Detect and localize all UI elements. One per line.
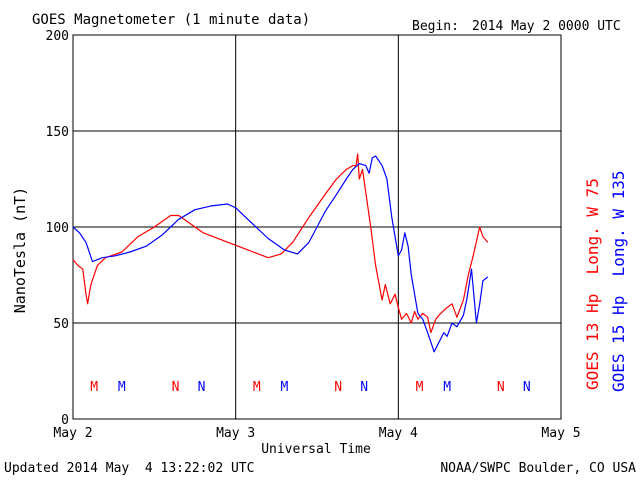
begin-label: Begin: [412, 19, 459, 34]
event-marker: N [172, 380, 180, 395]
event-marker: N [497, 380, 505, 395]
event-marker: M [443, 380, 451, 395]
y-tick-label: 150 [46, 125, 69, 140]
x-tick-label: May 5 [541, 426, 580, 441]
begin-value: 2014 May 2 0000 UTC [472, 19, 621, 34]
x-axis-ticks: May 2 May 3 May 4 May 5 [53, 426, 580, 441]
event-marker: N [523, 380, 531, 395]
legend-goes13: GOES 13 Hp Long. W 75 [583, 178, 602, 390]
y-axis-label: NanoTesla (nT) [11, 187, 29, 313]
x-axis-label: Universal Time [261, 442, 371, 457]
series-line-goes15 [72, 155, 489, 353]
event-marker: N [334, 380, 342, 395]
chart-title: GOES Magnetometer (1 minute data) [32, 12, 310, 28]
legend-goes15: GOES 15 Hp Long. W 135 [609, 170, 628, 392]
y-tick-label: 200 [46, 29, 69, 44]
x-tick-label: May 4 [379, 426, 418, 441]
series-lines [72, 153, 489, 353]
event-marker: M [416, 380, 424, 395]
x-tick-label: May 3 [216, 426, 255, 441]
x-tick-label: May 2 [53, 426, 92, 441]
event-marker: M [281, 380, 289, 395]
event-marker: M [118, 380, 126, 395]
event-marker: N [360, 380, 368, 395]
y-axis-ticks: 0 50 100 150 200 [46, 29, 69, 428]
credit-text: NOAA/SWPC Boulder, CO USA [440, 461, 636, 476]
y-tick-label: 50 [53, 317, 69, 332]
event-marker: N [198, 380, 206, 395]
series-line-goes13 [72, 153, 489, 334]
event-marker: M [90, 380, 98, 395]
updated-timestamp: Updated 2014 May 4 13:22:02 UTC [4, 461, 254, 476]
y-tick-label: 100 [46, 221, 69, 236]
event-marker: M [253, 380, 261, 395]
y-tick-label: 0 [61, 413, 69, 428]
